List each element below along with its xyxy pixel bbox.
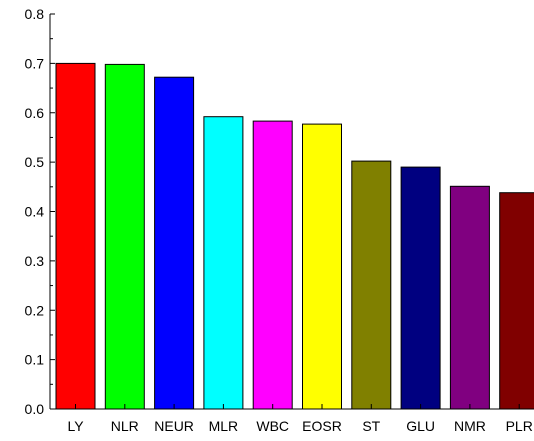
bar-st — [351, 160, 392, 410]
bar-mlr — [203, 116, 244, 410]
y-tick-label: 0.1 — [25, 352, 45, 368]
y-tick-label: 0.7 — [25, 55, 45, 71]
y-tick-label: 0.6 — [25, 105, 45, 121]
bar-glu — [400, 166, 441, 410]
x-tick-label: NEUR — [154, 418, 194, 434]
x-tick-label: NMR — [454, 418, 486, 434]
bar-neur — [154, 76, 195, 410]
x-tick-label: LY — [67, 418, 84, 434]
y-tick-label: 0.8 — [25, 6, 45, 22]
y-tick-label: 0.4 — [25, 204, 45, 220]
bar-nlr — [104, 63, 145, 410]
bars-group — [55, 62, 534, 410]
y-tick-label: 0.3 — [25, 253, 45, 269]
x-tick-label: EOSR — [302, 418, 342, 434]
y-axis-ticks: 0.0 0.1 0.2 0.3 0.4 0.5 0.6 0.7 0.8 — [25, 6, 55, 417]
x-tick-label: ST — [362, 418, 380, 434]
bar-plr — [499, 192, 534, 410]
bar-nmr — [449, 185, 490, 410]
x-axis-ticks: LY NLR NEUR MLR WBC EOSR ST GLU NMR PLR — [67, 404, 533, 434]
y-tick-label: 0.5 — [25, 154, 45, 170]
x-tick-label: NLR — [111, 418, 139, 434]
x-tick-label: GLU — [406, 418, 435, 434]
x-tick-label: WBC — [256, 418, 289, 434]
bar-wbc — [252, 120, 293, 410]
bar-ly — [55, 62, 96, 410]
x-tick-label: MLR — [209, 418, 239, 434]
y-tick-label: 0.2 — [25, 302, 45, 318]
x-tick-label: PLR — [506, 418, 533, 434]
y-tick-label: 0.0 — [25, 401, 45, 417]
bar-eosr — [302, 123, 342, 410]
